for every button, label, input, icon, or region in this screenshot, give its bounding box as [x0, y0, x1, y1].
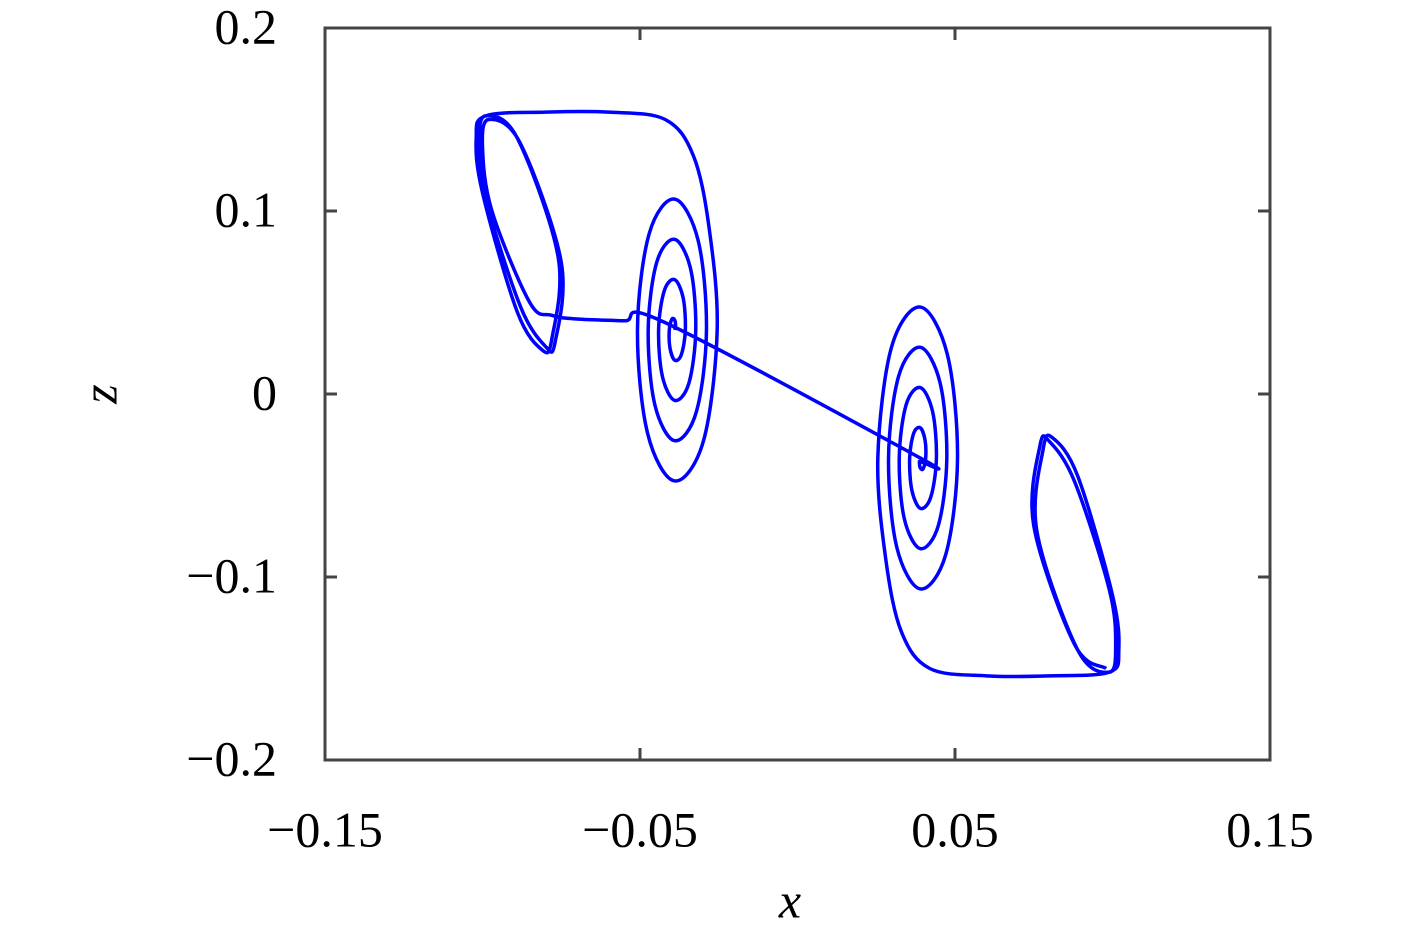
- x-tick-label: −0.15: [267, 801, 383, 857]
- x-axis-label: x: [778, 872, 801, 928]
- y-tick-label: 0.1: [215, 181, 278, 237]
- trajectory: [474, 109, 1121, 679]
- plot-frame: [323, 26, 1272, 762]
- x-tick-label: −0.05: [582, 801, 698, 857]
- y-tick-label: 0: [252, 364, 277, 420]
- y-tick-label: −0.1: [186, 547, 277, 603]
- x-tick-label: 0.05: [911, 801, 999, 857]
- y-tick-label: −0.2: [186, 730, 277, 786]
- y-axis-label: z: [71, 384, 127, 404]
- x-tick-label: 0.15: [1226, 801, 1314, 857]
- y-tick-label: 0.2: [215, 0, 278, 54]
